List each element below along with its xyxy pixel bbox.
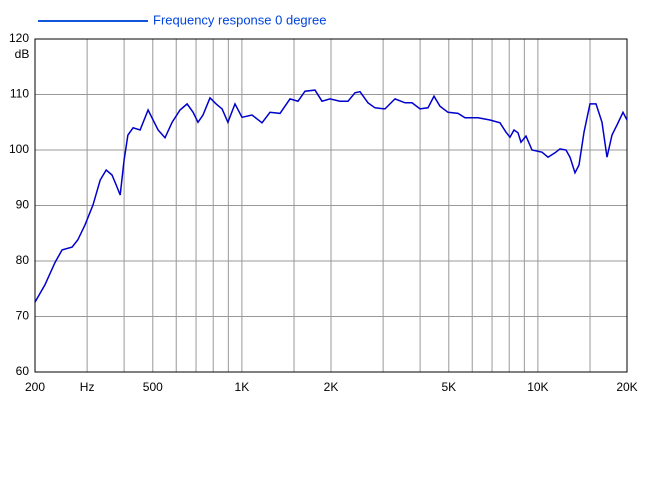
y-tick-label: 60 — [16, 364, 30, 378]
x-tick-label: 10K — [527, 380, 548, 394]
y-tick-label: 110 — [10, 87, 29, 101]
x-tick-label: 1K — [235, 380, 250, 394]
y-axis-label: dB — [15, 47, 30, 61]
plot-frame — [34, 38, 628, 373]
legend-label: Frequency response 0 degree — [153, 12, 326, 27]
y-tick-label: 90 — [16, 198, 30, 212]
x-tick-label: 5K — [441, 380, 456, 394]
x-tick-label: 200 — [25, 380, 45, 394]
x-tick-label: 500 — [143, 380, 163, 394]
y-tick-label: 100 — [9, 142, 29, 156]
x-tick-label: Hz — [80, 380, 95, 394]
x-tick-label: 2K — [324, 380, 339, 394]
series-line — [34, 89, 628, 303]
y-tick-label: 70 — [16, 309, 30, 323]
x-tick-label: 20K — [616, 380, 637, 394]
y-tick-label: 120 — [9, 31, 29, 45]
y-tick-label: 80 — [16, 253, 30, 267]
